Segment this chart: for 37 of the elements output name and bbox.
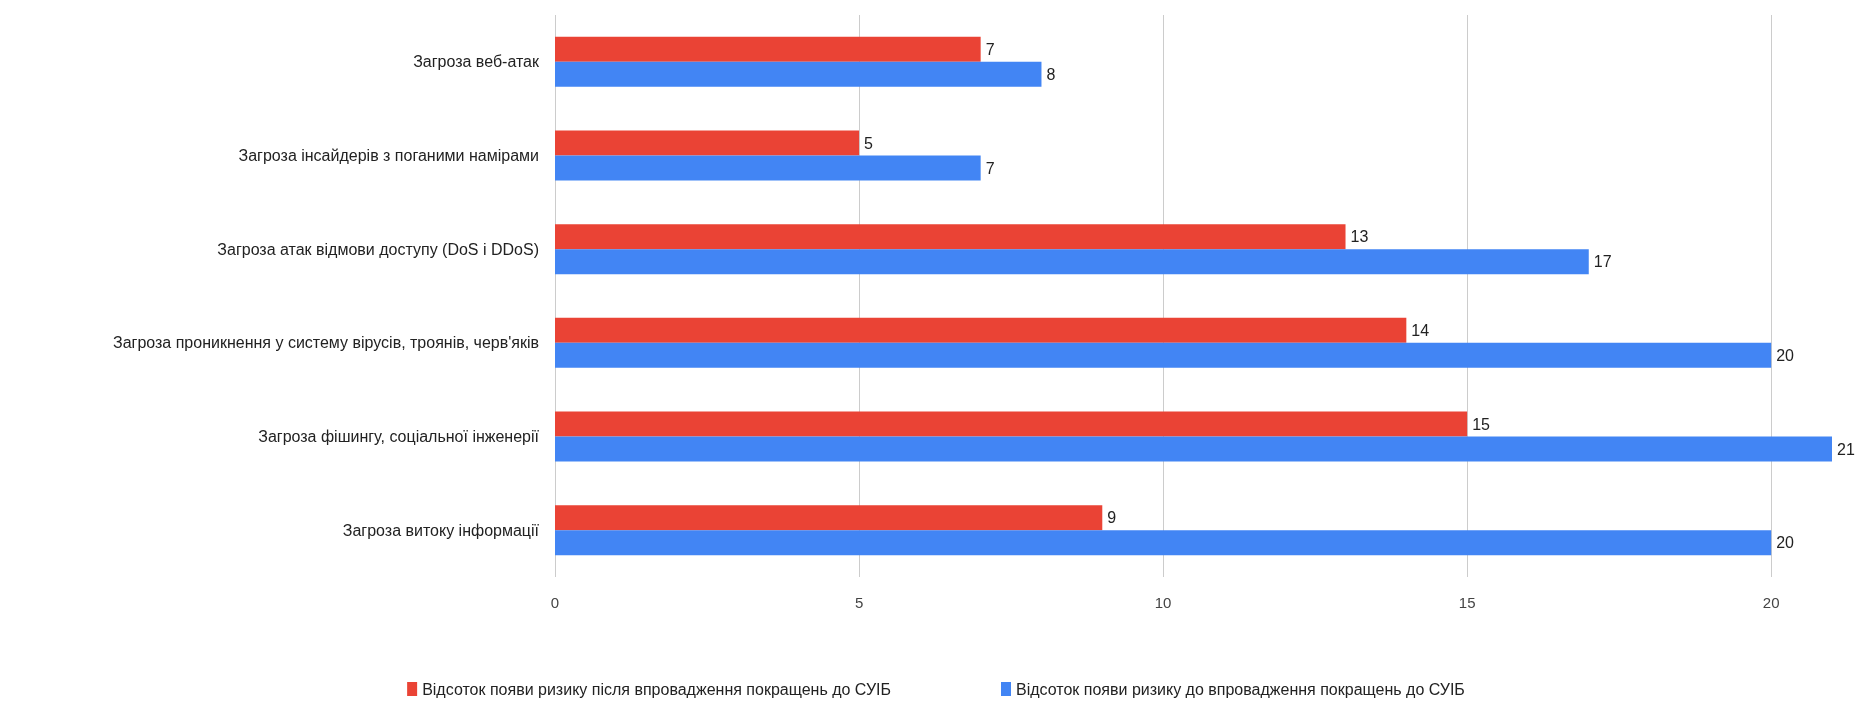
bar (555, 530, 1772, 556)
y-tick-label: Загроза веб-атак (413, 53, 540, 71)
x-tick-label: 5 (854, 594, 864, 611)
bar (555, 130, 860, 156)
data-label: 9 (1107, 509, 1117, 527)
bar (555, 155, 981, 181)
x-tick-label: 10 (1154, 594, 1172, 611)
y-tick-label: Загроза проникнення у систему вірусів, троянів, черв'яків (112, 334, 539, 352)
bar (555, 342, 1772, 368)
x-tick-label: 15 (1458, 594, 1476, 611)
bar (555, 317, 1407, 343)
data-label: 5 (864, 134, 874, 152)
data-label: 13 (1350, 228, 1369, 246)
bar (555, 249, 1589, 275)
data-label: 14 (1411, 321, 1430, 339)
x-tick-label: 0 (550, 594, 560, 611)
data-label: 20 (1776, 534, 1795, 552)
y-tick-label: Загроза витоку інформації (342, 521, 540, 539)
data-label: 21 (1837, 440, 1855, 458)
bar (555, 224, 1346, 250)
data-label: 7 (985, 159, 995, 177)
data-label: 7 (985, 40, 995, 58)
legend-label: Відсоток появи ризику після впровадження покращень до СУІБ (422, 680, 891, 698)
bar (555, 36, 981, 62)
data-label: 8 (1046, 65, 1056, 83)
x-tick-label: 20 (1762, 594, 1780, 611)
data-label: 15 (1472, 415, 1491, 433)
bar (555, 411, 1468, 437)
bar (555, 505, 1103, 531)
bar (555, 61, 1042, 87)
y-tick-label: Загроза фішингу, соціальної інженерії (258, 428, 540, 445)
legend-label: Відсоток появи ризику до впровадження покращень до СУІБ (1015, 680, 1465, 698)
data-label: 20 (1776, 346, 1795, 364)
bar (555, 436, 1832, 462)
y-tick-label: Загроза атак відмови доступу (DoS і DDoS) (217, 240, 539, 258)
data-label: 17 (1593, 253, 1612, 271)
y-tick-label: Загроза інсайдерів з поганими намірами (238, 147, 539, 164)
